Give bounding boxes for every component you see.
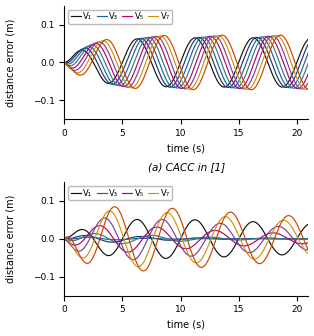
V₁ xyxy=(90,58,94,62)
V₅ xyxy=(105,55,108,59)
V₇ xyxy=(62,237,66,241)
Y-axis label: distance error (m): distance error (m) xyxy=(5,195,15,283)
V₅ xyxy=(90,43,94,47)
V₃ xyxy=(87,235,90,239)
V₅ xyxy=(90,228,94,232)
V₅ xyxy=(156,39,160,43)
V₇ xyxy=(304,87,307,91)
V₇ xyxy=(108,209,111,213)
V₃ xyxy=(105,72,108,76)
V₇ xyxy=(275,34,279,38)
V₁ xyxy=(280,85,284,89)
V₇ xyxy=(90,244,94,248)
Line: V₇: V₇ xyxy=(64,211,308,267)
V₁ xyxy=(251,36,255,40)
V₁ xyxy=(90,235,94,239)
V₃ xyxy=(306,50,310,54)
V₁ xyxy=(302,226,306,230)
V₅ xyxy=(302,81,306,85)
V₇ xyxy=(62,60,66,65)
Line: V₁: V₁ xyxy=(64,219,308,258)
V₁ xyxy=(135,217,139,221)
V₃ xyxy=(114,238,118,242)
V₅ xyxy=(98,224,101,228)
V₃ xyxy=(306,237,310,241)
V₁ xyxy=(306,37,310,41)
V₇ xyxy=(167,211,171,215)
V₃ xyxy=(302,62,306,67)
V₅ xyxy=(306,71,310,75)
Line: V₇: V₇ xyxy=(64,36,308,89)
V₇ xyxy=(105,210,108,214)
V₃ xyxy=(156,57,160,61)
V₁ xyxy=(156,250,160,254)
Line: V₅: V₅ xyxy=(64,36,308,89)
V₃ xyxy=(90,235,94,239)
V₃ xyxy=(275,66,279,70)
V₇ xyxy=(90,52,94,56)
V₅ xyxy=(105,227,109,232)
V₅ xyxy=(276,232,279,236)
V₁ xyxy=(276,251,279,255)
V₅ xyxy=(62,237,66,241)
V₁ xyxy=(62,60,66,65)
V₇ xyxy=(306,252,310,256)
V₇ xyxy=(276,222,279,226)
V₁ xyxy=(164,256,168,260)
V₁ xyxy=(62,237,66,241)
Line: V₃: V₃ xyxy=(64,37,308,88)
V₃ xyxy=(259,35,263,39)
V₇ xyxy=(136,265,140,269)
V₃ xyxy=(276,237,279,241)
V₅ xyxy=(62,60,66,65)
V₁ xyxy=(105,253,108,257)
V₅ xyxy=(275,45,279,49)
V₅ xyxy=(156,225,160,229)
V₁ xyxy=(166,84,170,88)
V₁ xyxy=(275,82,279,86)
Text: (a) CACC in [1]: (a) CACC in [1] xyxy=(148,163,225,173)
V₃ xyxy=(167,237,171,241)
V₃ xyxy=(90,46,94,50)
V₇ xyxy=(166,44,170,48)
Line: V₅: V₅ xyxy=(64,226,308,252)
V₅ xyxy=(267,34,271,38)
V₇ xyxy=(105,40,108,44)
V₅ xyxy=(306,241,310,245)
V₃ xyxy=(156,237,160,241)
V₃ xyxy=(62,237,66,241)
V₅ xyxy=(167,233,171,237)
V₁ xyxy=(167,256,171,260)
V₇ xyxy=(306,86,310,90)
V₃ xyxy=(62,60,66,65)
V₅ xyxy=(166,65,170,69)
Legend: V₁, V₃, V₅, V₇: V₁, V₃, V₅, V₇ xyxy=(68,186,172,200)
V₅ xyxy=(296,87,300,91)
Line: V₁: V₁ xyxy=(64,38,308,87)
X-axis label: time (s): time (s) xyxy=(167,320,205,330)
V₁ xyxy=(302,44,306,48)
V₃ xyxy=(166,82,170,86)
V₁ xyxy=(306,222,310,226)
V₅ xyxy=(126,250,130,254)
V₇ xyxy=(156,223,160,227)
Line: V₃: V₃ xyxy=(64,237,308,240)
V₃ xyxy=(105,237,109,241)
V₃ xyxy=(288,86,292,90)
X-axis label: time (s): time (s) xyxy=(167,143,205,154)
V₇ xyxy=(156,35,160,39)
Legend: V₁, V₃, V₅, V₇: V₁, V₃, V₅, V₇ xyxy=(68,10,172,24)
V₇ xyxy=(302,87,306,91)
V₁ xyxy=(156,76,160,80)
V₅ xyxy=(302,242,306,246)
V₃ xyxy=(302,237,306,241)
V₇ xyxy=(302,247,306,251)
V₇ xyxy=(275,34,279,38)
Y-axis label: distance error (m): distance error (m) xyxy=(5,18,15,107)
V₁ xyxy=(105,81,108,85)
